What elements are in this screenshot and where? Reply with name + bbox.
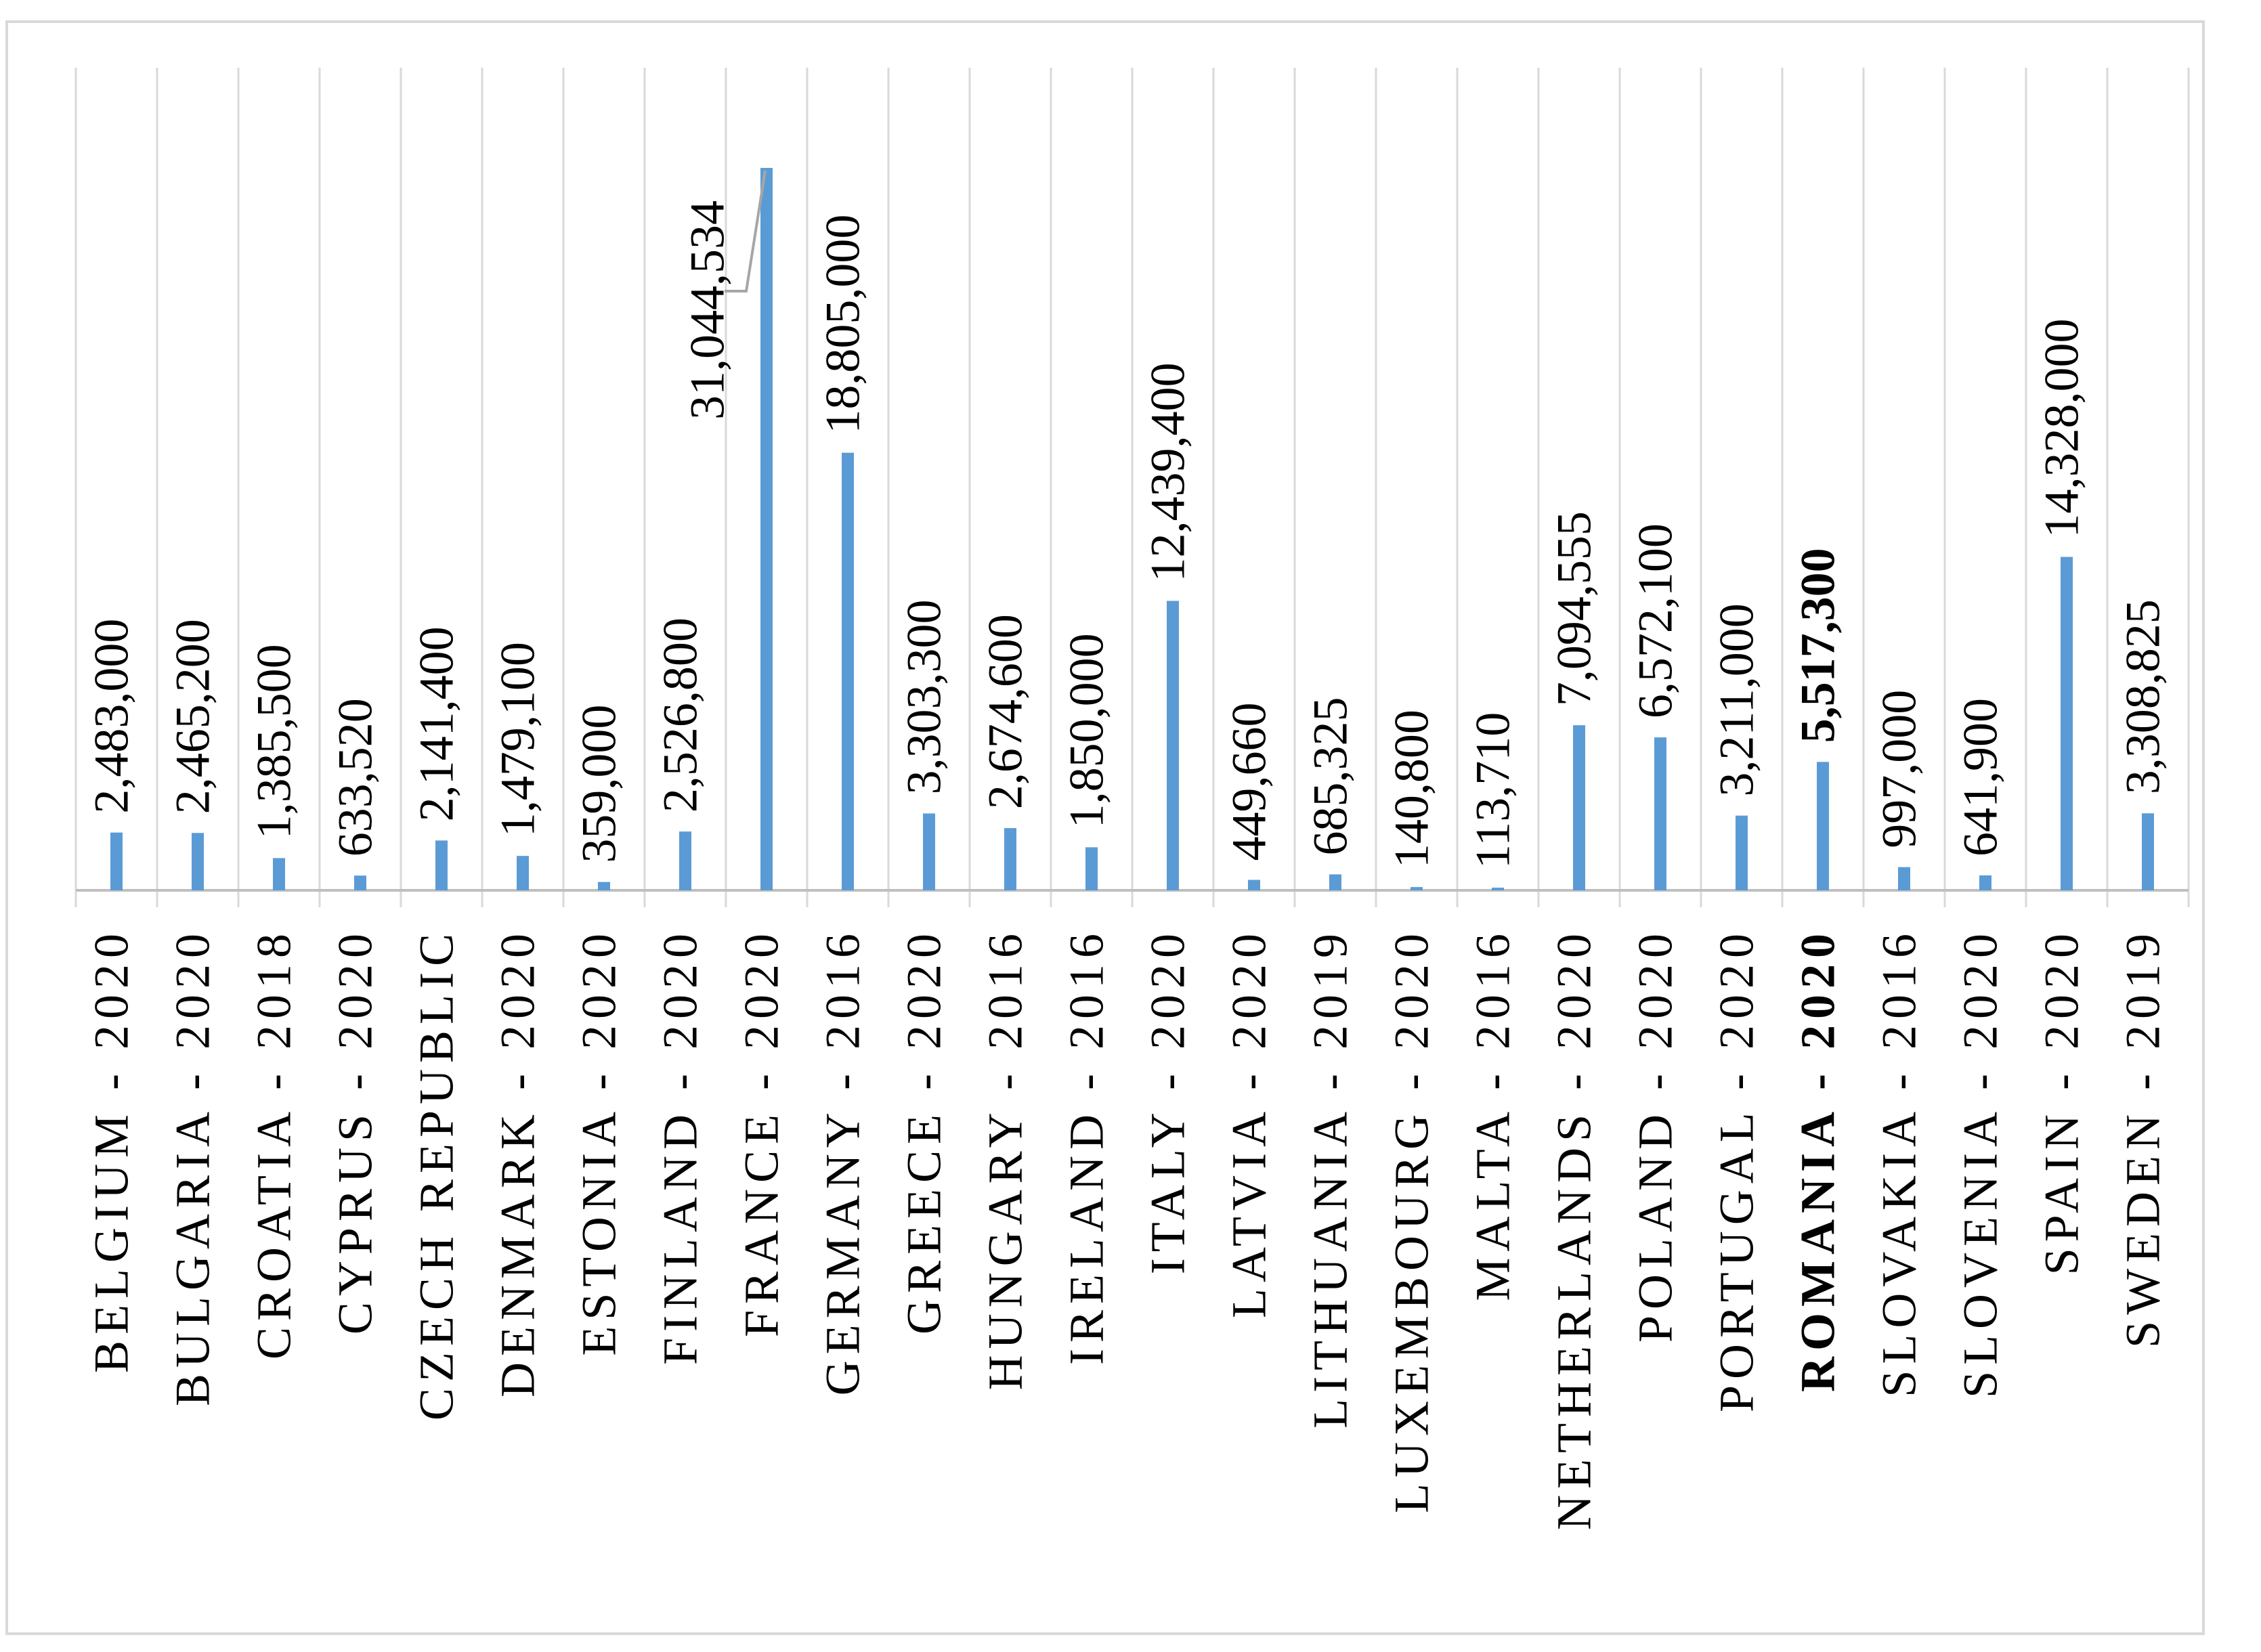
value-label-romania-2020: 5,517,300 [1791, 548, 1845, 743]
value-label-hungary-2016: 2,674,600 [978, 614, 1033, 809]
bar-netherlands-2020 [1573, 725, 1585, 890]
bar-hungary-2016 [1004, 828, 1016, 890]
category-label-spain-2020: SPAIN - 2020 [2035, 928, 2089, 1275]
category-label-greece-2020: GREECE - 2020 [897, 928, 951, 1334]
value-label-croatia-2018: 1,385,500 [247, 644, 301, 839]
value-label-france-2020: 31,044,534 [681, 200, 735, 420]
value-label-layer: 2,483,000 2,465,200 1,385,500 633,520 2,141,… [85, 170, 2170, 869]
bar-czech-republic [435, 840, 448, 890]
value-label-netherlands-2020: 7,094,555 [1547, 511, 1601, 706]
bar-sweden-2019 [2142, 813, 2154, 890]
category-label-belgium-2020: BELGIUM - 2020 [85, 928, 139, 1373]
value-label-latvia-2020: 449,660 [1222, 703, 1276, 861]
value-label-slovenia-2020: 641,900 [1954, 698, 2008, 856]
category-label-italy-2020: ITALY - 2020 [1141, 928, 1195, 1274]
value-label-portugal-2020: 3,211,000 [1710, 603, 1764, 796]
bar-layer [110, 168, 2154, 890]
bar-romania-2020 [1817, 762, 1829, 890]
value-label-sweden-2019: 3,308,825 [2116, 599, 2170, 794]
category-label-slovenia-2020: SLOVENIA - 2020 [1954, 928, 2008, 1398]
value-label-italy-2020: 12,439,400 [1141, 362, 1195, 582]
category-label-ireland-2016: IRELAND - 2016 [1060, 928, 1114, 1365]
bar-greece-2020 [923, 813, 935, 890]
category-label-denmark-2020: DENMARK - 2020 [491, 928, 545, 1397]
value-label-denmark-2020: 1,479,100 [491, 642, 545, 837]
category-label-czech-republic: CZECH REPUBLIC [410, 928, 464, 1420]
value-label-luxembourg-2020: 140,800 [1385, 710, 1439, 868]
bar-luxembourg-2020 [1411, 887, 1423, 890]
category-label-poland-2020: POLAND - 2020 [1629, 928, 1683, 1343]
category-label-romania-2020: ROMANIA - 2020 [1791, 928, 1845, 1392]
bar-cyprus-2020 [354, 875, 366, 890]
category-label-germany-2016: GERMANY - 2016 [816, 928, 870, 1395]
value-label-finland-2020: 2,526,800 [653, 617, 708, 812]
value-label-czech-republic: 2,141,400 [410, 626, 464, 821]
category-label-cyprus-2020: CYPRUS - 2020 [328, 928, 383, 1334]
value-label-cyprus-2020: 633,520 [328, 698, 383, 856]
bar-poland-2020 [1654, 737, 1666, 890]
bar-malta-2016 [1492, 888, 1504, 890]
chart-frame [5, 20, 2205, 1635]
category-label-malta-2016: MALTA - 2016 [1466, 928, 1520, 1301]
bar-lithuania-2019 [1329, 874, 1341, 890]
category-label-finland-2020: FINLAND - 2020 [653, 928, 708, 1365]
category-label-layer: BELGIUM - 2020 BULGARIA - 2020 CROATIA - 2… [85, 928, 2170, 1530]
bar-bulgaria-2020 [192, 833, 204, 890]
bar-croatia-2018 [273, 858, 285, 890]
bar-slovakia-2016 [1898, 867, 1910, 890]
category-label-luxembourg-2020: LUXEMBOURG - 2020 [1385, 928, 1439, 1513]
category-label-estonia-2020: ESTONIA - 2020 [572, 928, 626, 1356]
value-label-spain-2020: 14,328,000 [2035, 319, 2089, 538]
value-label-poland-2020: 6,572,100 [1629, 523, 1683, 718]
bar-slovenia-2020 [1979, 875, 1991, 890]
bar-finland-2020 [679, 831, 691, 890]
grid-layer [74, 68, 2190, 907]
category-label-lithuania-2019: LITHUANIA - 2019 [1304, 928, 1358, 1429]
bar-belgium-2020 [110, 832, 123, 890]
category-label-latvia-2020: LATVIA - 2020 [1222, 928, 1276, 1318]
bar-germany-2016 [842, 452, 854, 890]
category-label-netherlands-2020: NETHERLANDS - 2020 [1547, 928, 1601, 1530]
bar-portugal-2020 [1736, 815, 1748, 890]
category-label-sweden-2019: SWEDEN - 2019 [2116, 928, 2170, 1348]
value-label-slovakia-2016: 997,000 [1872, 690, 1926, 848]
bar-ireland-2016 [1085, 847, 1098, 890]
category-label-bulgaria-2020: BULGARIA - 2020 [166, 928, 220, 1406]
bar-latvia-2020 [1248, 879, 1260, 890]
category-label-slovakia-2016: SLOVAKIA - 2016 [1872, 928, 1926, 1397]
category-label-croatia-2018: CROATIA - 2018 [247, 928, 301, 1360]
leader-line-france-2020 [725, 170, 767, 292]
bar-france-2020 [760, 168, 773, 890]
bar-italy-2020 [1167, 601, 1179, 890]
value-label-ireland-2016: 1,850,000 [1060, 633, 1114, 828]
bar-estonia-2020 [598, 882, 610, 890]
category-label-hungary-2016: HUNGARY - 2016 [978, 928, 1033, 1390]
value-label-bulgaria-2020: 2,465,200 [166, 619, 220, 814]
category-label-portugal-2020: PORTUGAL - 2020 [1710, 928, 1764, 1412]
bar-spain-2020 [2061, 557, 2073, 890]
category-label-france-2020: FRANCE - 2020 [735, 928, 789, 1337]
value-label-lithuania-2019: 685,325 [1304, 697, 1358, 855]
bar-denmark-2020 [517, 856, 529, 890]
value-label-estonia-2020: 359,000 [572, 705, 626, 863]
value-label-germany-2016: 18,805,000 [816, 215, 870, 434]
value-label-belgium-2020: 2,483,000 [85, 619, 139, 814]
value-label-malta-2016: 113,710 [1466, 712, 1520, 869]
value-label-greece-2020: 3,303,300 [897, 599, 951, 794]
